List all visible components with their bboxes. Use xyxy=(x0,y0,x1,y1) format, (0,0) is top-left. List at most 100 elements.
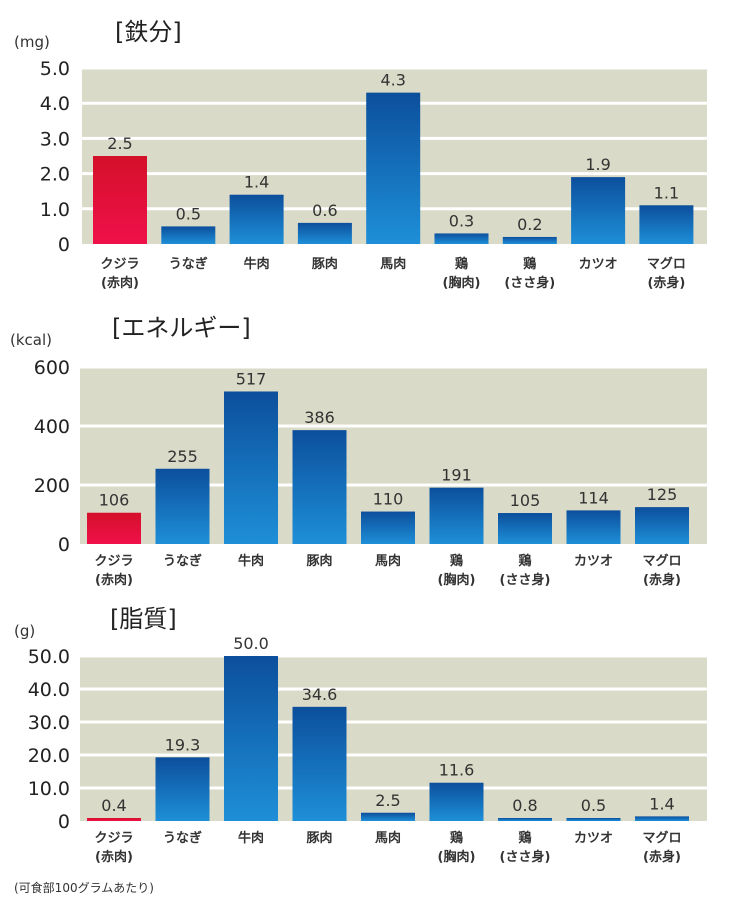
x-category-label: カツオ xyxy=(574,831,613,846)
bar xyxy=(292,430,347,544)
y-tick-label: 20.0 xyxy=(28,745,70,767)
bar xyxy=(292,706,347,821)
bar xyxy=(93,156,147,244)
y-tick-label: 3.0 xyxy=(40,128,70,150)
x-category-label: 馬肉 xyxy=(375,553,401,569)
x-category-sublabel: (赤肉) xyxy=(95,849,133,865)
x-category-label: クジラ xyxy=(100,257,139,272)
x-category-label: 豚肉 xyxy=(306,553,332,569)
x-category-sublabel: (胸肉) xyxy=(438,849,476,865)
y-tick-label: 2.0 xyxy=(40,164,70,186)
x-category-label: マグロ xyxy=(642,830,681,846)
bar-value-label: 4.3 xyxy=(380,71,405,90)
x-category-label: 牛肉 xyxy=(244,256,270,272)
bar-value-label: 191 xyxy=(441,466,472,485)
bar xyxy=(566,818,621,821)
x-category-sublabel: (胸肉) xyxy=(438,572,476,588)
bar xyxy=(434,233,489,244)
x-category-label: うなぎ xyxy=(163,830,202,846)
bar xyxy=(224,391,278,544)
y-tick-label: 400 xyxy=(34,416,70,438)
x-category-label: カツオ xyxy=(574,554,613,569)
bar-value-label: 0.2 xyxy=(517,215,542,234)
x-category-label: 鶏 xyxy=(518,830,531,846)
bar-value-label: 386 xyxy=(304,408,335,427)
x-category-sublabel: (ささ身) xyxy=(500,572,551,588)
chart-title: [鉄分] xyxy=(115,18,182,46)
bar xyxy=(155,757,210,821)
bar xyxy=(229,194,284,244)
x-category-sublabel: (ささ身) xyxy=(500,849,551,865)
y-tick-label: 200 xyxy=(34,475,70,497)
bar-value-label: 2.5 xyxy=(107,134,132,153)
x-category-label: クジラ xyxy=(94,831,133,846)
x-category-label: マグロ xyxy=(647,256,686,272)
bar-value-label: 0.8 xyxy=(512,796,537,815)
x-category-label: カツオ xyxy=(579,257,618,272)
bar-value-label: 0.6 xyxy=(312,201,337,220)
bar-value-label: 106 xyxy=(99,491,130,510)
bar-value-label: 0.5 xyxy=(176,204,201,223)
y-tick-label: 30.0 xyxy=(28,712,70,734)
bar-value-label: 517 xyxy=(236,369,267,388)
x-category-label: 鶏 xyxy=(450,553,463,569)
bar-value-label: 1.4 xyxy=(649,794,674,813)
y-tick-label: 0 xyxy=(58,234,70,256)
x-category-label: 鶏 xyxy=(455,256,468,272)
bar xyxy=(429,487,484,544)
bar-value-label: 19.3 xyxy=(165,735,201,754)
y-tick-label: 50.0 xyxy=(28,646,70,668)
bar xyxy=(224,656,278,821)
y-tick-label: 0 xyxy=(58,534,70,556)
y-tick-label: 0 xyxy=(58,811,70,833)
chart-title: [エネルギー] xyxy=(112,314,251,342)
bar xyxy=(498,818,552,821)
x-category-label: 鶏 xyxy=(518,553,531,569)
bar xyxy=(566,510,621,544)
footnote: (可食部100グラムあたり) xyxy=(14,880,154,895)
x-category-sublabel: (赤身) xyxy=(647,275,685,291)
chart-title: [脂質] xyxy=(110,605,177,633)
bar xyxy=(297,222,352,244)
bar-value-label: 0.4 xyxy=(101,796,126,815)
x-category-label: うなぎ xyxy=(169,256,208,272)
bar-value-label: 34.6 xyxy=(302,685,338,704)
y-tick-label: 600 xyxy=(34,357,70,379)
bar xyxy=(361,812,415,821)
bar xyxy=(87,512,141,544)
bar-value-label: 2.5 xyxy=(375,791,400,810)
y-tick-label: 4.0 xyxy=(40,93,70,115)
x-category-sublabel: (赤身) xyxy=(643,572,681,588)
bar-value-label: 114 xyxy=(578,488,609,507)
bar xyxy=(639,205,694,244)
y-axis-unit: (g) xyxy=(14,622,35,640)
bar-value-label: 1.4 xyxy=(244,173,269,192)
x-category-label: うなぎ xyxy=(163,553,202,569)
bar-value-label: 0.5 xyxy=(581,796,606,815)
bar-value-label: 11.6 xyxy=(439,761,475,780)
x-category-label: 鶏 xyxy=(523,256,536,272)
x-category-sublabel: (赤肉) xyxy=(101,275,139,291)
bar-value-label: 0.3 xyxy=(449,211,474,230)
x-category-label: 鶏 xyxy=(450,830,463,846)
bar-value-label: 1.1 xyxy=(654,183,679,202)
x-category-sublabel: (胸肉) xyxy=(443,275,481,291)
bar xyxy=(155,468,210,544)
x-category-label: クジラ xyxy=(94,554,133,569)
bar-value-label: 110 xyxy=(373,490,404,509)
bar-value-label: 125 xyxy=(647,485,678,504)
x-category-sublabel: (ささ身) xyxy=(504,275,555,291)
y-tick-label: 5.0 xyxy=(40,58,70,80)
x-category-sublabel: (赤肉) xyxy=(95,572,133,588)
bar xyxy=(502,236,557,244)
x-category-sublabel: (赤身) xyxy=(643,849,681,865)
y-tick-label: 10.0 xyxy=(28,778,70,800)
bar-value-label: 50.0 xyxy=(233,634,269,653)
bar xyxy=(429,782,484,821)
x-category-label: 豚肉 xyxy=(306,830,332,846)
x-category-label: 豚肉 xyxy=(312,256,338,272)
bar-value-label: 255 xyxy=(167,447,198,466)
bar xyxy=(87,818,141,821)
bar xyxy=(366,92,421,244)
